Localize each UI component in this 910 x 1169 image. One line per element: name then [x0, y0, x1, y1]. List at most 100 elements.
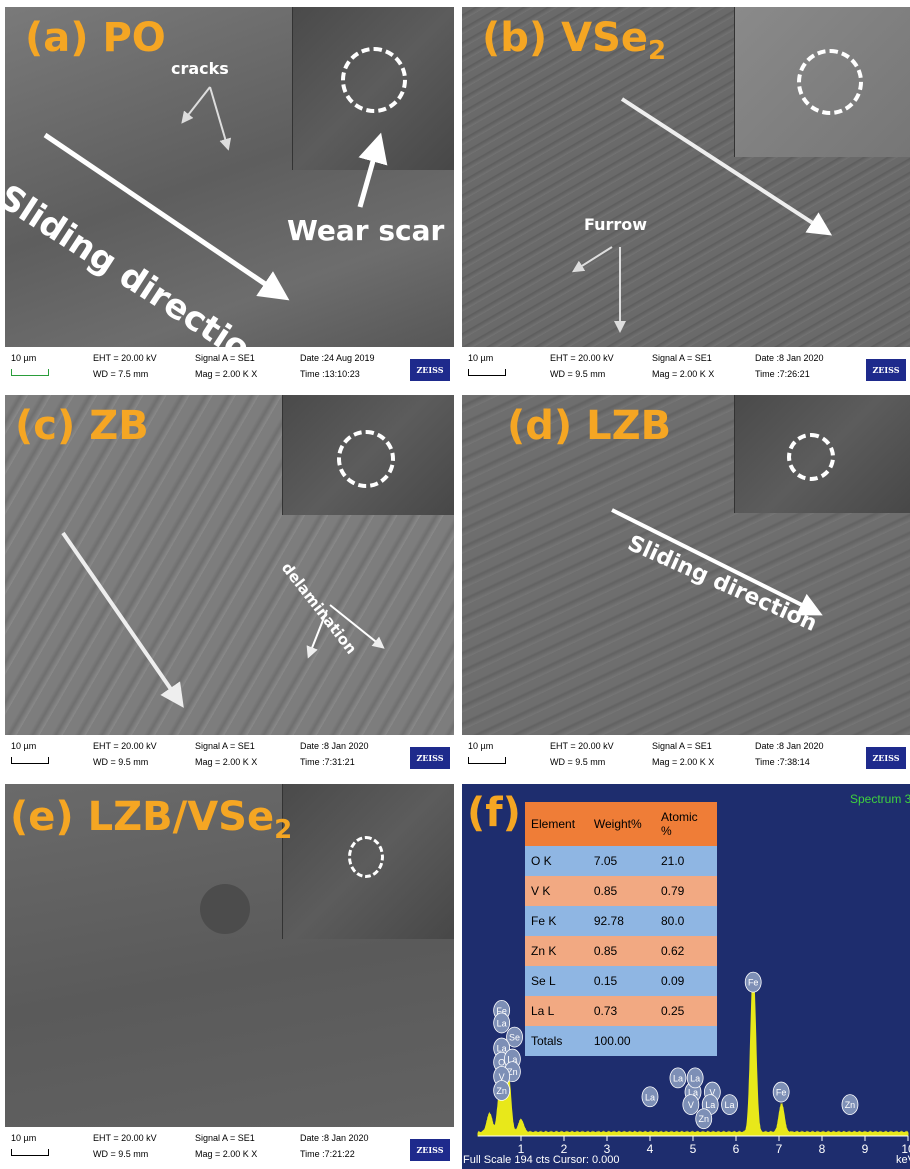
- signal: Signal A = SE1: [652, 353, 712, 363]
- wear-scar-circle: [337, 430, 395, 488]
- svg-text:La: La: [705, 1100, 715, 1110]
- panel-b: (b) VSe2 Furrow 10 µm EHT = 20.00 kV WD …: [462, 7, 910, 389]
- wear-scar-circle: [341, 47, 407, 113]
- mag: Mag = 2.00 K X: [195, 1149, 258, 1159]
- table-cell: 0.62: [655, 936, 717, 966]
- panel-d: (d) LZB Sliding direction 10 µm EHT = 20…: [462, 395, 910, 777]
- svg-text:O: O: [498, 1058, 505, 1068]
- mag: Mag = 2.00 K X: [195, 757, 258, 767]
- svg-text:Fe: Fe: [748, 978, 759, 988]
- date: Date :8 Jan 2020: [300, 741, 369, 751]
- date: Date :24 Aug 2019: [300, 353, 375, 363]
- inset-image-c: [282, 395, 454, 515]
- date: Date :8 Jan 2020: [755, 741, 824, 751]
- svg-text:Fe: Fe: [776, 1088, 787, 1098]
- sem-info-bar-c: 10 µm EHT = 20.00 kV WD = 9.5 mm Signal …: [5, 735, 454, 777]
- table-cell: 0.85: [587, 936, 655, 966]
- eht: EHT = 20.00 kV: [93, 1133, 157, 1143]
- eht: EHT = 20.00 kV: [550, 353, 614, 363]
- table-cell: O K: [525, 846, 588, 876]
- x-tick-label: 4: [647, 1142, 654, 1156]
- panel-b-arrows: [571, 97, 833, 333]
- time: Time :7:31:21: [300, 757, 355, 767]
- spectrum-series: [477, 975, 909, 1137]
- panel-label-d: (d) LZB: [507, 403, 672, 449]
- signal: Signal A = SE1: [195, 741, 255, 751]
- svg-text:La: La: [690, 1073, 700, 1083]
- table-row: Totals 100.00: [525, 1026, 717, 1056]
- zeiss-logo: ZEISS: [410, 747, 450, 769]
- panel-c-arrows: [61, 531, 385, 708]
- peak-label: Zn: [841, 1094, 859, 1116]
- table-cell: V K: [525, 876, 588, 906]
- eht: EHT = 20.00 kV: [550, 741, 614, 751]
- peak-label: La: [493, 1012, 511, 1034]
- annotation-furrow: Furrow: [584, 215, 648, 234]
- peak-label: Zn: [493, 1080, 511, 1101]
- table-cell: 0.73: [587, 996, 655, 1026]
- time: Time :7:26:21: [755, 369, 810, 379]
- svg-text:V: V: [688, 1100, 694, 1110]
- time: Time :7:38:14: [755, 757, 810, 767]
- eht: EHT = 20.00 kV: [93, 741, 157, 751]
- svg-text:V: V: [499, 1072, 505, 1082]
- x-tick-label: 9: [862, 1142, 869, 1156]
- table-cell: 0.85: [587, 876, 655, 906]
- mag: Mag = 2.00 K X: [652, 369, 715, 379]
- peak-label: La: [641, 1086, 659, 1108]
- panel-a-arrows: [43, 86, 388, 301]
- panel-e: (e) LZB/VSe2 10 µm EHT = 20.00 kV WD = 9…: [5, 784, 454, 1169]
- svg-text:Zn: Zn: [507, 1067, 518, 1077]
- date: Date :8 Jan 2020: [300, 1133, 369, 1143]
- wear-scar-circle: [797, 49, 863, 115]
- table-cell: 21.0: [655, 846, 717, 876]
- spectrum-title: Spectrum 3: [850, 792, 910, 806]
- table-row: La L 0.73 0.25: [525, 996, 717, 1026]
- panel-label-a: (a) PO: [25, 15, 166, 61]
- scale-bar: [468, 757, 506, 764]
- table-row: Se L 0.15 0.09: [525, 966, 717, 996]
- x-tick-label: 7: [776, 1142, 783, 1156]
- time: Time :7:21:22: [300, 1149, 355, 1159]
- wd: WD = 9.5 mm: [93, 757, 149, 767]
- peak-label: Fe: [744, 971, 762, 993]
- table-cell: 80.0: [655, 906, 717, 936]
- svg-text:La: La: [497, 1044, 507, 1054]
- table-header: Element Weight% Atomic %: [525, 802, 717, 846]
- x-tick-label: 8: [819, 1142, 826, 1156]
- mag: Mag = 2.00 K X: [652, 757, 715, 767]
- signal: Signal A = SE1: [195, 353, 255, 363]
- table-cell: Se L: [525, 966, 588, 996]
- x-tick-label: 5: [690, 1142, 697, 1156]
- sem-info-bar-d: 10 µm EHT = 20.00 kV WD = 9.5 mm Signal …: [462, 735, 910, 777]
- signal: Signal A = SE1: [195, 1133, 255, 1143]
- column-header: Atomic %: [655, 802, 717, 846]
- panel-label-f: (f): [467, 790, 521, 836]
- zeiss-logo: ZEISS: [410, 1139, 450, 1161]
- scale-bar-label: 10 µm: [11, 353, 37, 363]
- scale-bar: [11, 1149, 49, 1156]
- svg-text:La: La: [645, 1092, 655, 1102]
- inset-image-d: [734, 395, 910, 513]
- zeiss-logo: ZEISS: [866, 747, 906, 769]
- spectrum-unit: keV: [896, 1154, 910, 1166]
- sem-info-bar-a: 10 µm EHT = 20.00 kV WD = 7.5 mm Signal …: [5, 347, 454, 389]
- table-cell: 7.05: [587, 846, 655, 876]
- table-cell: 100.00: [587, 1026, 655, 1056]
- table-cell: 0.15: [587, 966, 655, 996]
- scale-bar-label: 10 µm: [468, 741, 494, 751]
- svg-text:La: La: [497, 1018, 507, 1028]
- sem-info-bar-b: 10 µm EHT = 20.00 kV WD = 9.5 mm Signal …: [462, 347, 910, 389]
- table-cell: 92.78: [587, 906, 655, 936]
- peak-label: V: [682, 1094, 700, 1116]
- wear-scar-circle: [348, 836, 384, 878]
- panel-label-e: (e) LZB/VSe2: [10, 794, 293, 845]
- peak-label: Se: [506, 1026, 523, 1048]
- table-row: O K 7.05 21.0: [525, 846, 717, 876]
- panel-label-b: (b) VSe2: [482, 15, 667, 66]
- table-row: Zn K 0.85 0.62: [525, 936, 717, 966]
- wear-scar-circle: [787, 433, 835, 481]
- annotation-cracks: cracks: [171, 59, 229, 78]
- table-row: V K 0.85 0.79: [525, 876, 717, 906]
- table-cell: Fe K: [525, 906, 588, 936]
